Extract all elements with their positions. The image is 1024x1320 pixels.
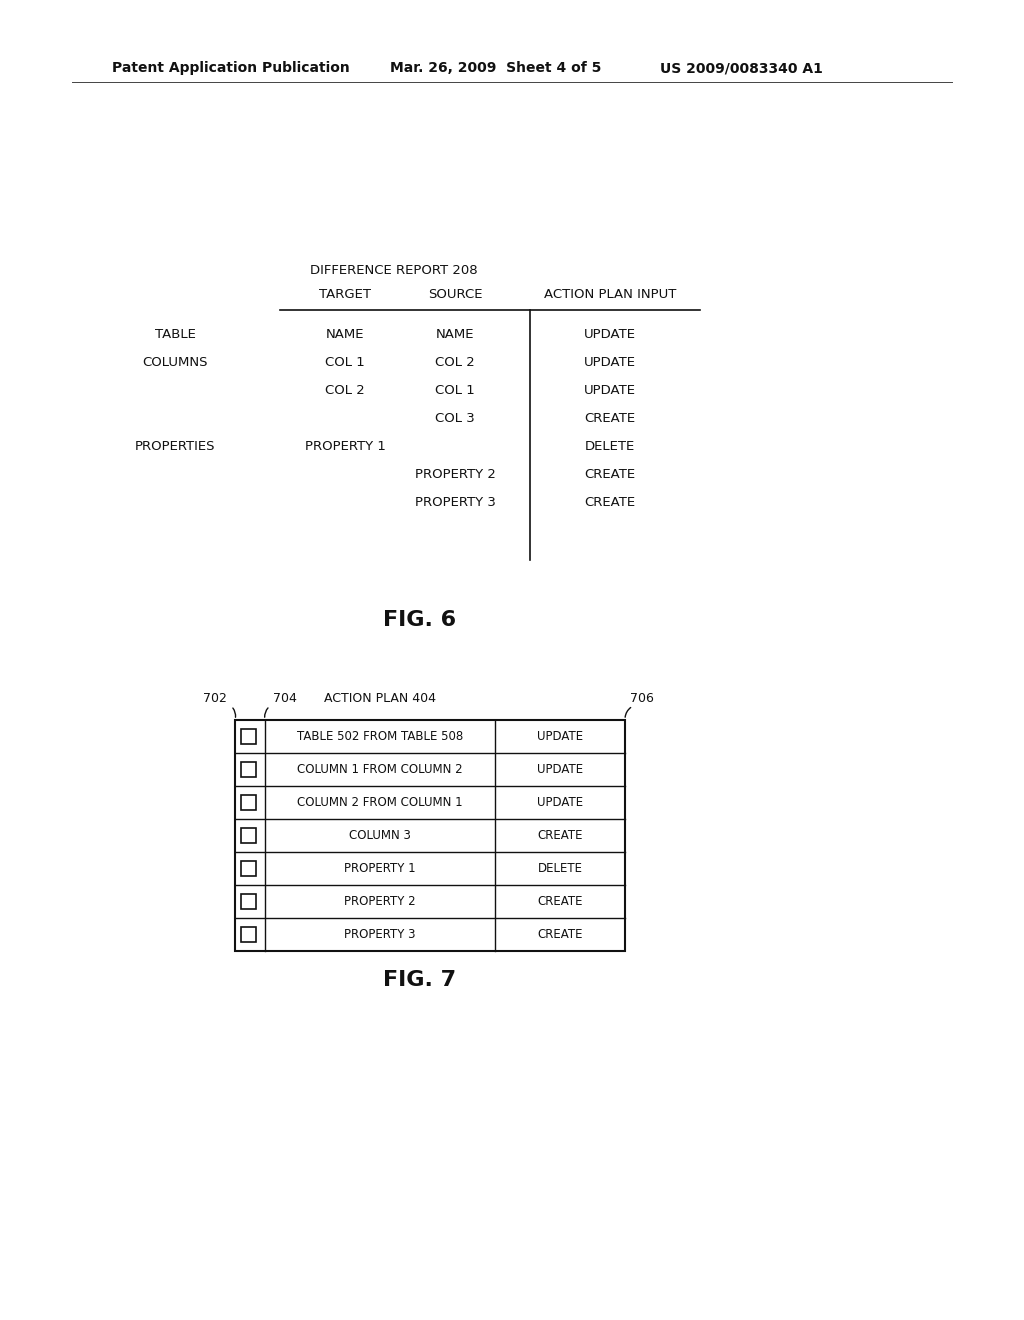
Text: 704: 704 xyxy=(273,692,297,705)
Text: US 2009/0083340 A1: US 2009/0083340 A1 xyxy=(660,61,823,75)
Text: COL 2: COL 2 xyxy=(435,356,475,370)
Bar xyxy=(234,719,625,950)
Text: CREATE: CREATE xyxy=(538,928,583,941)
Text: TARGET: TARGET xyxy=(319,289,371,301)
Text: COLUMN 2 FROM COLUMN 1: COLUMN 2 FROM COLUMN 1 xyxy=(297,796,463,809)
Text: DELETE: DELETE xyxy=(585,441,635,454)
Text: CREATE: CREATE xyxy=(585,469,636,482)
Text: COLUMN 1 FROM COLUMN 2: COLUMN 1 FROM COLUMN 2 xyxy=(297,763,463,776)
Text: PROPERTY 3: PROPERTY 3 xyxy=(415,496,496,510)
Text: PROPERTIES: PROPERTIES xyxy=(135,441,215,454)
Text: NAME: NAME xyxy=(326,329,365,342)
Bar xyxy=(241,828,256,843)
Bar xyxy=(241,894,256,909)
Bar xyxy=(241,795,256,810)
Text: UPDATE: UPDATE xyxy=(584,329,636,342)
Text: CREATE: CREATE xyxy=(585,496,636,510)
Text: FIG. 7: FIG. 7 xyxy=(383,970,457,990)
Text: UPDATE: UPDATE xyxy=(584,384,636,397)
Text: Mar. 26, 2009  Sheet 4 of 5: Mar. 26, 2009 Sheet 4 of 5 xyxy=(390,61,601,75)
Text: CREATE: CREATE xyxy=(585,412,636,425)
Text: UPDATE: UPDATE xyxy=(537,730,583,743)
Text: UPDATE: UPDATE xyxy=(584,356,636,370)
Text: COLUMNS: COLUMNS xyxy=(142,356,208,370)
Text: COL 2: COL 2 xyxy=(326,384,365,397)
Text: UPDATE: UPDATE xyxy=(537,763,583,776)
Text: PROPERTY 1: PROPERTY 1 xyxy=(304,441,385,454)
Text: TABLE 502 FROM TABLE 508: TABLE 502 FROM TABLE 508 xyxy=(297,730,463,743)
Bar xyxy=(241,861,256,876)
Bar xyxy=(241,762,256,777)
Text: PROPERTY 2: PROPERTY 2 xyxy=(344,895,416,908)
Text: COLUMN 3: COLUMN 3 xyxy=(349,829,411,842)
Text: COL 1: COL 1 xyxy=(435,384,475,397)
Text: PROPERTY 3: PROPERTY 3 xyxy=(344,928,416,941)
Text: COL 1: COL 1 xyxy=(326,356,365,370)
Text: PROPERTY 2: PROPERTY 2 xyxy=(415,469,496,482)
Text: Patent Application Publication: Patent Application Publication xyxy=(112,61,350,75)
Text: FIG. 6: FIG. 6 xyxy=(383,610,457,630)
Bar xyxy=(241,729,256,744)
Text: ACTION PLAN 404: ACTION PLAN 404 xyxy=(324,692,436,705)
Text: SOURCE: SOURCE xyxy=(428,289,482,301)
Text: PROPERTY 1: PROPERTY 1 xyxy=(344,862,416,875)
Text: 702: 702 xyxy=(203,692,227,705)
Text: CREATE: CREATE xyxy=(538,895,583,908)
Text: UPDATE: UPDATE xyxy=(537,796,583,809)
Text: NAME: NAME xyxy=(436,329,474,342)
Text: TABLE: TABLE xyxy=(155,329,196,342)
Text: 706: 706 xyxy=(630,692,654,705)
Text: CREATE: CREATE xyxy=(538,829,583,842)
Text: ACTION PLAN INPUT: ACTION PLAN INPUT xyxy=(544,289,676,301)
Text: COL 3: COL 3 xyxy=(435,412,475,425)
Text: DIFFERENCE REPORT 208: DIFFERENCE REPORT 208 xyxy=(310,264,477,276)
Bar xyxy=(241,927,256,942)
Text: DELETE: DELETE xyxy=(538,862,583,875)
